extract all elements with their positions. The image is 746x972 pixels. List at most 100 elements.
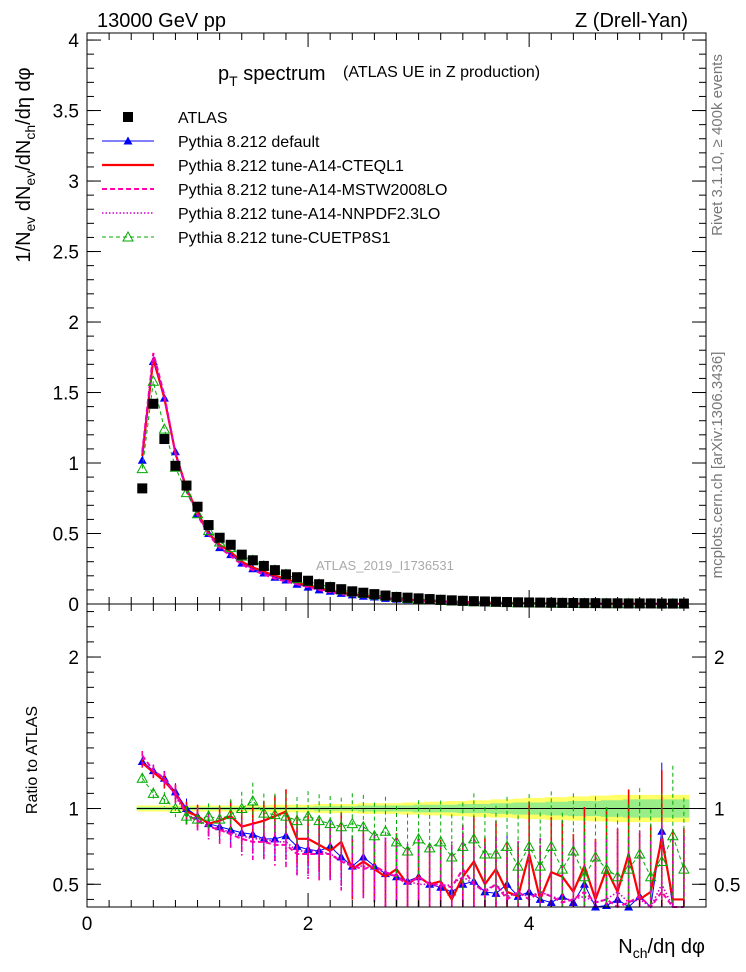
legend-entry-cuetp: Pythia 8.212 tune-CUETP8S1 xyxy=(102,230,391,247)
mcplots-note: mcplots.cern.ch [arXiv:1306.3436] xyxy=(709,352,726,579)
ratio-point-cuetp xyxy=(335,820,348,832)
ratio-point-cuetp xyxy=(423,841,436,853)
ratio-point-default xyxy=(270,834,280,843)
data-point-atlas xyxy=(325,582,336,593)
ratio-point-cuetp xyxy=(556,863,569,874)
x-tick-label: 0 xyxy=(82,914,93,935)
legend-entry-nnpdf: Pythia 8.212 tune-A14-NNPDF2.3LO xyxy=(102,206,440,223)
ratio-point-cuetp xyxy=(655,855,668,867)
plot-title: pT spectrum xyxy=(218,63,326,89)
y-tick-label: 1 xyxy=(68,454,79,475)
ratio-y-tick-label-right: 1 xyxy=(714,800,725,821)
legend-marker-default xyxy=(123,136,133,145)
ratio-point-cuetp xyxy=(401,844,414,856)
ratio-point-cuetp xyxy=(445,850,458,862)
data-point-atlas xyxy=(148,398,159,409)
ratio-point-cuetp xyxy=(545,840,558,851)
y-tick-label: 1.5 xyxy=(53,384,79,405)
ratio-y-tick-label-right: 2 xyxy=(714,648,725,669)
legend-marker-cuetp xyxy=(122,230,134,242)
data-point-atlas xyxy=(159,434,170,445)
ratio-point-cuetp xyxy=(136,772,149,783)
ratio-point-cuetp xyxy=(567,844,580,856)
data-point-atlas xyxy=(557,597,568,608)
ratio-point-cuetp xyxy=(169,802,182,814)
data-point-atlas xyxy=(292,572,303,583)
ratio-point-cuetp xyxy=(368,829,381,841)
ratio-point-cuetp xyxy=(501,840,513,851)
legend-label-mstw: Pythia 8.212 tune-A14-MSTW2008LO xyxy=(178,182,447,199)
ratio-point-cuetp xyxy=(412,832,425,844)
analysis-watermark: ATLAS_2019_I1736531 xyxy=(316,558,454,573)
data-point-atlas xyxy=(645,598,656,609)
ratio-y-tick-label: 2 xyxy=(68,648,79,669)
ratio-point-cuetp xyxy=(302,810,314,821)
ratio-ylabel: Ratio to ATLAS xyxy=(24,706,41,814)
point-cuetp xyxy=(202,524,215,536)
data-point-atlas xyxy=(170,460,181,471)
header-left: 13000 GeV pp xyxy=(97,10,226,32)
ratio-point-cuetp xyxy=(158,793,171,804)
data-point-atlas xyxy=(535,597,546,608)
x-tick-label: 2 xyxy=(303,914,314,935)
ratio-point-cuetp xyxy=(479,847,491,859)
main-ylabel: 1/Nev dNev/dNch/dη dφ xyxy=(13,67,38,262)
data-point-atlas xyxy=(402,592,413,603)
y-tick-label: 3 xyxy=(68,172,79,193)
ratio-point-cuetp xyxy=(224,808,237,820)
ratio-point-cuetp xyxy=(622,863,635,874)
point-cuetp xyxy=(158,423,171,434)
ratio-point-cuetp xyxy=(180,810,193,821)
data-point-atlas xyxy=(468,596,479,607)
data-point-atlas xyxy=(247,555,258,566)
ratio-point-cuetp xyxy=(589,850,602,862)
data-point-atlas xyxy=(358,587,369,598)
data-point-atlas xyxy=(137,483,148,494)
data-point-atlas xyxy=(347,586,358,597)
data-point-atlas xyxy=(280,569,291,580)
point-cuetp xyxy=(180,486,193,498)
y-tick-label: 2 xyxy=(68,313,79,334)
x-tick-label: 4 xyxy=(524,914,535,935)
ratio-point-cuetp xyxy=(644,870,657,882)
ratio-plot: 0.5 0.5 1 1 2 2 0 2 4 xyxy=(53,603,740,935)
ratio-point-cuetp xyxy=(313,814,325,826)
ratio-point-cuetp xyxy=(523,840,535,851)
ratio-line-nnpdf xyxy=(141,762,684,909)
ratio-point-cuetp xyxy=(246,794,259,806)
data-point-atlas xyxy=(424,594,435,605)
data-point-atlas xyxy=(579,598,590,609)
ratio-point-cuetp xyxy=(534,860,547,871)
data-point-atlas xyxy=(225,539,236,550)
data-point-atlas xyxy=(214,532,225,543)
y-tick-label: 0.5 xyxy=(53,525,79,546)
data-point-atlas xyxy=(391,591,402,602)
ratio-y-tick-label-right: 0.5 xyxy=(714,875,740,896)
ratio-point-cuetp xyxy=(269,808,281,820)
legend: ATLAS Pythia 8.212 default Pythia 8.212 tu… xyxy=(102,110,447,247)
ratio-y-tick-label: 1 xyxy=(68,800,79,821)
data-point-atlas xyxy=(192,501,203,512)
data-point-atlas xyxy=(446,595,457,606)
legend-marker-atlas xyxy=(123,112,133,122)
point-default xyxy=(226,550,236,559)
data-point-atlas xyxy=(380,590,391,601)
y-tick-label: 2.5 xyxy=(53,243,79,264)
data-point-atlas xyxy=(490,596,501,607)
ratio-point-cuetp xyxy=(191,813,204,824)
ratio-line-mstw xyxy=(141,754,684,909)
data-point-atlas xyxy=(314,579,325,590)
data-point-atlas xyxy=(258,560,269,571)
point-cuetp xyxy=(147,375,160,386)
ratio-point-cuetp xyxy=(357,820,370,832)
ratio-point-cuetp xyxy=(578,870,591,882)
plot-subtitle: (ATLAS UE in Z production) xyxy=(343,64,540,81)
data-point-atlas xyxy=(601,598,612,609)
rivet-note: Rivet 3.1.10, ≥ 400k events xyxy=(709,54,726,236)
ratio-y-tick-label: 0.5 xyxy=(53,875,79,896)
ratio-point-cuetp xyxy=(456,840,469,851)
ratio-point-cuetp xyxy=(346,817,359,829)
ratio-point-cuetp xyxy=(633,847,646,859)
data-point-atlas xyxy=(336,584,347,595)
